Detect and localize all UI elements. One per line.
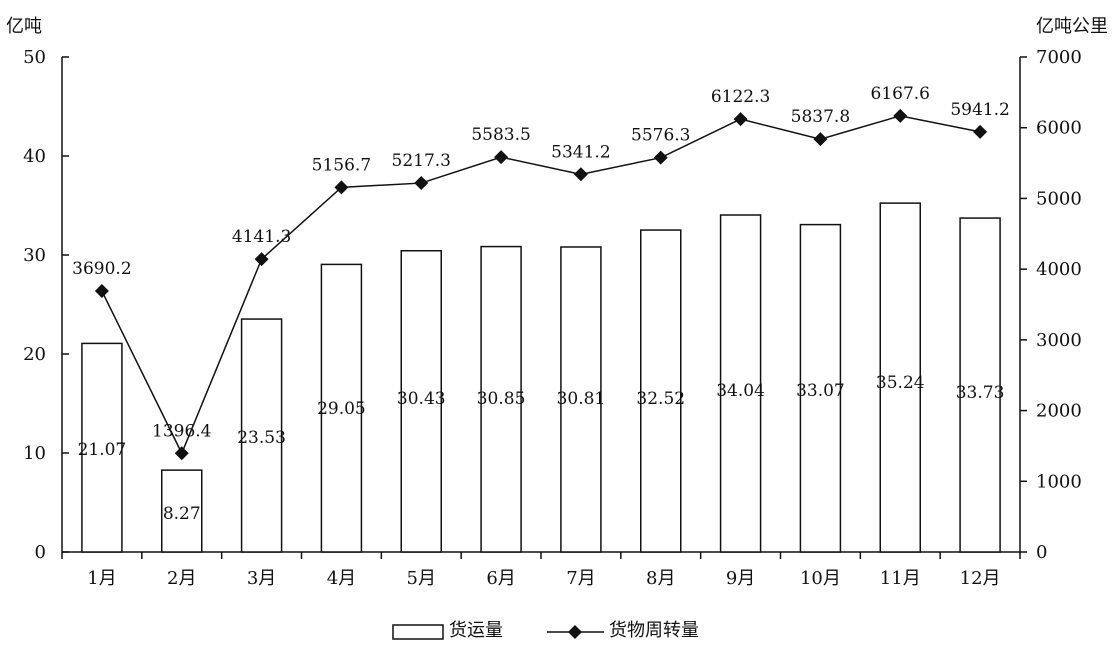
line-point [174, 446, 189, 461]
left-axis-tick-label: 10 [23, 443, 46, 464]
x-axis-tick-label: 9月 [726, 568, 755, 589]
line-value-label: 5217.3 [392, 151, 451, 171]
left-axis-tick-label: 0 [35, 542, 46, 563]
right-axis-unit: 亿吨公里 [1036, 16, 1108, 37]
bar-value-label: 34.04 [716, 381, 765, 401]
x-axis-tick-label: 8月 [646, 568, 675, 589]
line-point [573, 167, 588, 182]
bar-value-label: 21.07 [78, 440, 127, 460]
line-point [893, 108, 908, 123]
left-axis-tick-label: 40 [23, 146, 46, 167]
line-value-label: 5341.2 [551, 142, 610, 162]
line-point [813, 132, 828, 147]
data-labels: 21.07 8.27 23.53 29.05 30.43 30.85 30.81 32.52 3… [72, 84, 1010, 524]
line-value-label: 3690.2 [72, 259, 131, 279]
line-value-label: 5583.5 [471, 125, 530, 145]
bar [81, 342, 123, 553]
bar-value-label: 8.27 [163, 504, 201, 524]
right-axis-tick-label: 0 [1036, 542, 1047, 563]
bar [240, 318, 283, 553]
x-axis-tick-label: 1月 [87, 568, 116, 589]
bar [879, 202, 921, 553]
x-axis-tick-label: 4月 [327, 568, 356, 589]
bar-value-label: 30.85 [477, 389, 526, 409]
bar [320, 263, 363, 553]
left-axis-tick-label: 50 [23, 47, 46, 68]
legend-bar-swatch [392, 624, 444, 640]
line-path [101, 115, 981, 456]
right-axis-tick-label: 4000 [1036, 259, 1082, 280]
line-point [334, 180, 349, 195]
line-value-label: 5576.3 [631, 126, 690, 146]
right-axis-tick-label: 1000 [1036, 471, 1082, 492]
line-point [254, 252, 269, 267]
x-axis-tick-label: 6月 [486, 568, 515, 589]
bar-value-label: 33.07 [796, 381, 845, 401]
line-value-label: 5837.8 [791, 107, 850, 127]
bar [799, 223, 842, 553]
line-point [973, 124, 988, 139]
bar [161, 469, 203, 553]
right-axis-tick-label: 5000 [1036, 188, 1082, 209]
bar-value-label: 30.81 [557, 389, 606, 409]
bar [560, 246, 602, 553]
line-point [653, 150, 668, 165]
x-axis-tick-label: 3月 [247, 568, 276, 589]
legend-line-label: 货物周转量 [609, 620, 699, 641]
right-axis-tick-label: 3000 [1036, 330, 1082, 351]
left-axis-tick-label: 20 [23, 344, 46, 365]
left-axis-unit: 亿吨 [6, 16, 42, 37]
x-axis-tick-label: 11月 [880, 568, 921, 589]
legend: 货运量 货物周转量 [392, 620, 699, 641]
bar [719, 214, 762, 553]
legend-line-marker [568, 625, 582, 639]
line-value-label: 5156.7 [312, 155, 371, 175]
x-axis-tick-label: 10月 [800, 568, 841, 589]
left-axis-tick-label: 30 [23, 245, 46, 266]
line-value-label: 1396.4 [152, 421, 211, 441]
bar-series [81, 202, 1001, 553]
x-axis-tick-label: 7月 [566, 568, 595, 589]
right-axis-tick-label: 6000 [1036, 118, 1082, 139]
right-axis-tick-label: 2000 [1036, 401, 1082, 422]
line-value-label: 4141.3 [232, 227, 291, 247]
bar-value-label: 32.52 [636, 389, 685, 409]
bar-value-label: 29.05 [317, 399, 366, 419]
x-axis-tick-label: 2月 [167, 568, 196, 589]
axes: 0 10 20 30 40 50 0 1000 2000 3000 4000 5000 6000 7000… [23, 47, 1082, 589]
bar-value-label: 33.73 [956, 383, 1005, 403]
line-value-label: 5941.2 [950, 100, 1009, 120]
line-point [94, 284, 109, 299]
line-value-label: 6167.6 [871, 84, 930, 104]
bar [400, 249, 442, 553]
line-series [94, 108, 988, 461]
line-point [733, 112, 748, 127]
bar [959, 217, 1001, 553]
x-axis-tick-label: 12月 [960, 568, 1001, 589]
bar-value-label: 23.53 [237, 428, 286, 448]
right-axis-tick-label: 7000 [1036, 47, 1082, 68]
line-point [414, 176, 429, 191]
x-axis-tick-label: 5月 [407, 568, 436, 589]
bar-value-label: 30.43 [397, 389, 446, 409]
bar-value-label: 35.24 [876, 373, 925, 393]
bar [640, 229, 682, 553]
bar [480, 245, 522, 553]
line-point [494, 150, 509, 165]
legend-bar-label: 货运量 [449, 620, 503, 641]
line-value-label: 6122.3 [711, 87, 770, 107]
